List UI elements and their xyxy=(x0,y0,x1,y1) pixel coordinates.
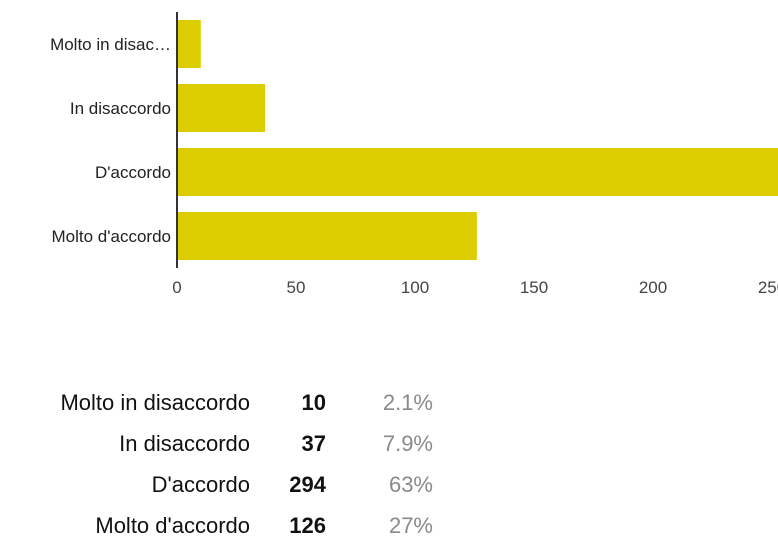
summary-label: D'accordo xyxy=(151,472,250,497)
x-tick-label: 250 xyxy=(758,278,778,297)
bar xyxy=(177,84,266,132)
summary-percent: 2.1% xyxy=(382,390,433,415)
category-label: Molto in disac… xyxy=(50,35,171,54)
x-tick-label: 50 xyxy=(287,278,306,297)
bar xyxy=(177,148,778,196)
bar-chart: Molto in disac… In disaccordo D'accordo Mol… xyxy=(50,12,778,297)
summary-count: 10 xyxy=(301,390,326,415)
x-tick-label: 150 xyxy=(520,278,548,297)
summary-label: In disaccordo xyxy=(119,431,250,456)
bar xyxy=(177,212,477,260)
summary-table: Molto in disaccordo 10 2.1% In disaccord… xyxy=(0,382,778,546)
category-label: Molto d'accordo xyxy=(52,227,171,246)
x-tick-label: 200 xyxy=(639,278,667,297)
x-tick-label: 100 xyxy=(401,278,429,297)
summary-count: 37 xyxy=(301,431,326,456)
summary-count: 126 xyxy=(289,513,326,538)
bar xyxy=(177,20,201,68)
x-tick-label: 0 xyxy=(172,278,181,297)
summary-row: Molto in disaccordo 10 2.1% xyxy=(0,382,778,423)
category-label: In disaccordo xyxy=(70,99,171,118)
summary-percent: 27% xyxy=(388,513,433,538)
summary-label: Molto d'accordo xyxy=(95,513,250,538)
summary-row: In disaccordo 37 7.9% xyxy=(0,423,778,464)
summary-row: D'accordo 294 63% xyxy=(0,464,778,505)
category-label: D'accordo xyxy=(95,163,171,182)
summary-row: Molto d'accordo 126 27% xyxy=(0,505,778,546)
summary-label: Molto in disaccordo xyxy=(60,390,250,415)
summary-count: 294 xyxy=(289,472,326,497)
summary-percent: 63% xyxy=(388,472,433,497)
summary-percent: 7.9% xyxy=(382,431,433,456)
